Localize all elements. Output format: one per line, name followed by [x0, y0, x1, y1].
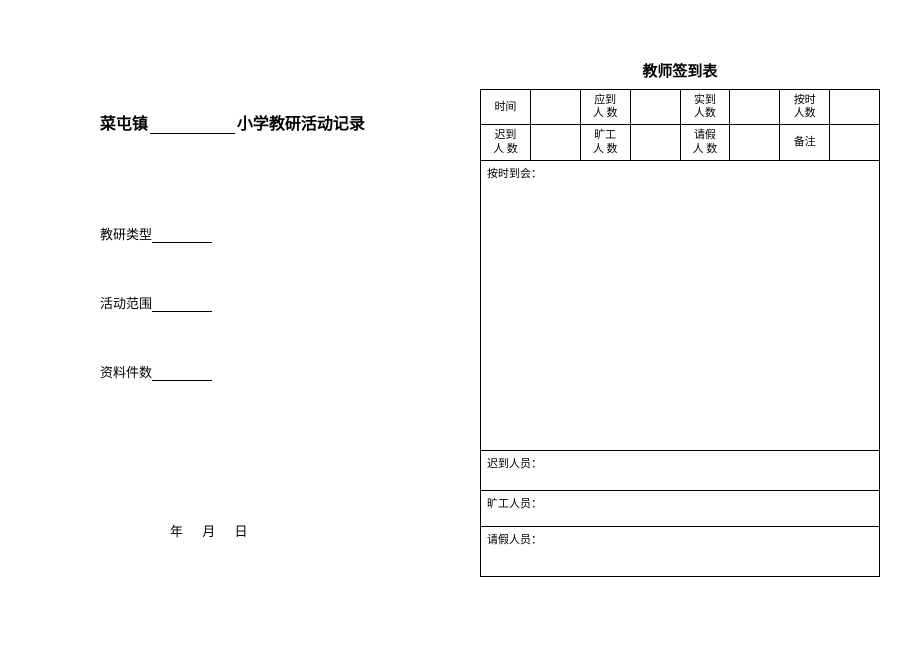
- form-title: 菜屯镇 小学教研活动记录: [100, 110, 420, 134]
- r1c1: 时间: [481, 90, 531, 125]
- r1c6: [730, 90, 780, 125]
- r2c5: 请假 人 数: [680, 125, 730, 160]
- r2c2: [530, 125, 580, 160]
- signin-table: 时间 应到 人 数 实到 人数 按时 人数 迟到 人 数 旷工 人 数 请假 人…: [480, 89, 880, 577]
- r1c2: [530, 90, 580, 125]
- r2c3: 旷工 人 数: [580, 125, 630, 160]
- section-row-3: 旷工人员：: [481, 490, 880, 526]
- section1-cell: 按时到会：: [481, 160, 880, 450]
- header-row-1: 时间 应到 人 数 实到 人数 按时 人数: [481, 90, 880, 125]
- r1c5: 实到 人数: [680, 90, 730, 125]
- field3-blank: [152, 380, 212, 381]
- section-row-4: 请假人员：: [481, 526, 880, 576]
- title-blank: [150, 133, 235, 134]
- title-prefix: 菜屯镇: [100, 116, 148, 133]
- field1-label: 教研类型: [100, 227, 152, 242]
- r2c1: 迟到 人 数: [481, 125, 531, 160]
- section-row-1: 按时到会：: [481, 160, 880, 450]
- left-form-panel: 菜屯镇 小学教研活动记录 教研类型 活动范围 资料件数 年 月 日: [100, 110, 420, 540]
- section4-cell: 请假人员：: [481, 526, 880, 576]
- right-table-panel: 教师签到表 时间 应到 人 数 实到 人数 按时 人数 迟到 人 数 旷工 人 …: [480, 60, 880, 577]
- field1-blank: [152, 242, 212, 243]
- table-title: 教师签到表: [480, 60, 880, 81]
- r2c7: 备注: [780, 125, 830, 160]
- field-row-1: 教研类型: [100, 224, 420, 243]
- field3-label: 资料件数: [100, 365, 152, 380]
- r1c7: 按时 人数: [780, 90, 830, 125]
- r2c6: [730, 125, 780, 160]
- field2-label: 活动范围: [100, 296, 152, 311]
- r1c3: 应到 人 数: [580, 90, 630, 125]
- r1c4: [630, 90, 680, 125]
- field-row-2: 活动范围: [100, 293, 420, 312]
- r2c4: [630, 125, 680, 160]
- section3-cell: 旷工人员：: [481, 490, 880, 526]
- field2-blank: [152, 311, 212, 312]
- header-row-2: 迟到 人 数 旷工 人 数 请假 人 数 备注: [481, 125, 880, 160]
- field-row-3: 资料件数: [100, 362, 420, 381]
- date-row: 年 月 日: [100, 521, 420, 540]
- r2c8: [830, 125, 880, 160]
- title-suffix: 小学教研活动记录: [237, 116, 365, 133]
- section-row-2: 迟到人员：: [481, 450, 880, 490]
- r1c8: [830, 90, 880, 125]
- section2-cell: 迟到人员：: [481, 450, 880, 490]
